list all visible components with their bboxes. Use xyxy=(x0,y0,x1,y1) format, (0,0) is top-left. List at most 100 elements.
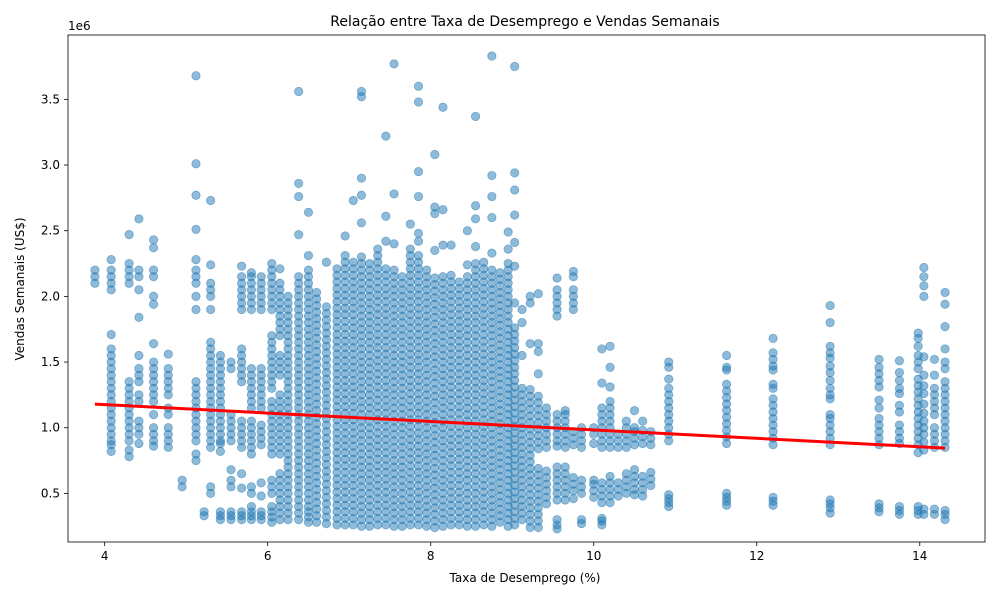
data-point xyxy=(267,331,277,341)
data-point xyxy=(768,492,778,502)
chart-title: Relação entre Taxa de Desemprego e Venda… xyxy=(330,14,719,30)
data-point xyxy=(356,190,367,200)
data-point xyxy=(525,385,535,395)
data-point xyxy=(246,482,256,492)
data-point xyxy=(510,168,520,178)
data-point xyxy=(940,357,950,367)
data-point xyxy=(275,469,285,479)
data-point xyxy=(919,272,929,282)
data-point xyxy=(510,210,520,220)
data-point xyxy=(589,475,599,485)
data-point xyxy=(722,488,732,498)
data-point xyxy=(134,265,144,275)
data-point xyxy=(894,383,905,393)
data-point xyxy=(106,265,116,275)
data-point xyxy=(913,341,923,351)
data-point xyxy=(568,473,578,483)
data-point xyxy=(517,318,527,328)
data-point xyxy=(541,403,552,413)
data-point xyxy=(413,167,424,177)
data-point xyxy=(664,357,674,367)
data-point xyxy=(356,218,367,228)
data-point xyxy=(605,362,615,372)
data-point xyxy=(134,312,144,322)
data-point xyxy=(940,505,950,516)
data-point xyxy=(533,346,543,357)
data-point xyxy=(919,370,929,380)
y-tick-label: 3.5 xyxy=(41,92,60,106)
data-point xyxy=(321,302,331,312)
x-axis-ticks: 4 6 8 10 12 14 xyxy=(101,542,927,563)
data-point xyxy=(825,300,835,311)
data-point xyxy=(552,462,562,472)
data-point xyxy=(422,265,432,275)
data-point xyxy=(919,388,929,399)
data-point xyxy=(134,416,144,426)
data-point xyxy=(568,494,578,504)
data-point xyxy=(825,495,835,505)
data-point xyxy=(919,381,929,391)
data-point xyxy=(148,357,159,367)
data-point xyxy=(275,278,285,288)
data-point xyxy=(191,224,201,234)
data-point xyxy=(397,272,407,282)
data-point xyxy=(237,344,247,354)
data-point xyxy=(294,86,304,97)
data-point xyxy=(206,278,216,288)
data-point xyxy=(246,268,256,278)
data-point xyxy=(510,237,520,248)
data-point xyxy=(919,281,929,291)
data-point xyxy=(589,438,599,449)
data-point xyxy=(533,289,543,299)
data-point xyxy=(470,214,481,224)
regression-line xyxy=(94,402,946,450)
data-point xyxy=(256,364,266,374)
data-point xyxy=(479,257,489,267)
data-point xyxy=(533,339,543,349)
data-point xyxy=(621,469,631,479)
data-point xyxy=(413,97,424,107)
data-point xyxy=(919,408,929,418)
data-point xyxy=(768,333,778,344)
data-point xyxy=(438,240,448,250)
data-point xyxy=(90,265,100,275)
data-point xyxy=(163,349,173,359)
data-point xyxy=(191,71,201,81)
y-axis-ticks: 0.5 1.0 1.5 2.0 2.5 3.0 3.5 xyxy=(41,92,68,500)
data-point xyxy=(503,227,513,237)
y-tick-label: 0.5 xyxy=(41,486,60,500)
data-point xyxy=(389,189,399,199)
data-point xyxy=(533,391,543,401)
data-point xyxy=(124,445,134,455)
data-point xyxy=(275,350,285,361)
data-point xyxy=(356,252,367,262)
data-point xyxy=(487,248,497,258)
data-point xyxy=(148,299,159,309)
data-point xyxy=(510,185,520,195)
data-point xyxy=(874,362,884,372)
data-point xyxy=(294,191,304,202)
data-point xyxy=(919,262,929,273)
x-tick-label: 6 xyxy=(264,549,272,563)
data-point xyxy=(503,244,513,254)
data-point xyxy=(246,501,256,512)
data-point xyxy=(568,266,578,277)
data-point xyxy=(874,395,884,405)
data-point xyxy=(454,277,464,287)
x-tick-label: 4 xyxy=(101,549,109,563)
y-tick-label: 1.5 xyxy=(41,355,60,369)
data-point xyxy=(163,423,173,433)
data-point xyxy=(191,265,201,275)
data-point xyxy=(874,403,884,413)
data-point xyxy=(373,244,383,254)
data-point xyxy=(381,236,391,246)
data-point xyxy=(825,409,835,420)
data-point xyxy=(256,420,266,430)
data-point xyxy=(389,239,399,249)
data-point xyxy=(256,507,266,517)
data-point xyxy=(605,382,615,392)
data-point xyxy=(913,328,923,338)
data-point xyxy=(919,399,929,409)
data-point xyxy=(226,475,236,485)
data-point xyxy=(929,423,940,433)
